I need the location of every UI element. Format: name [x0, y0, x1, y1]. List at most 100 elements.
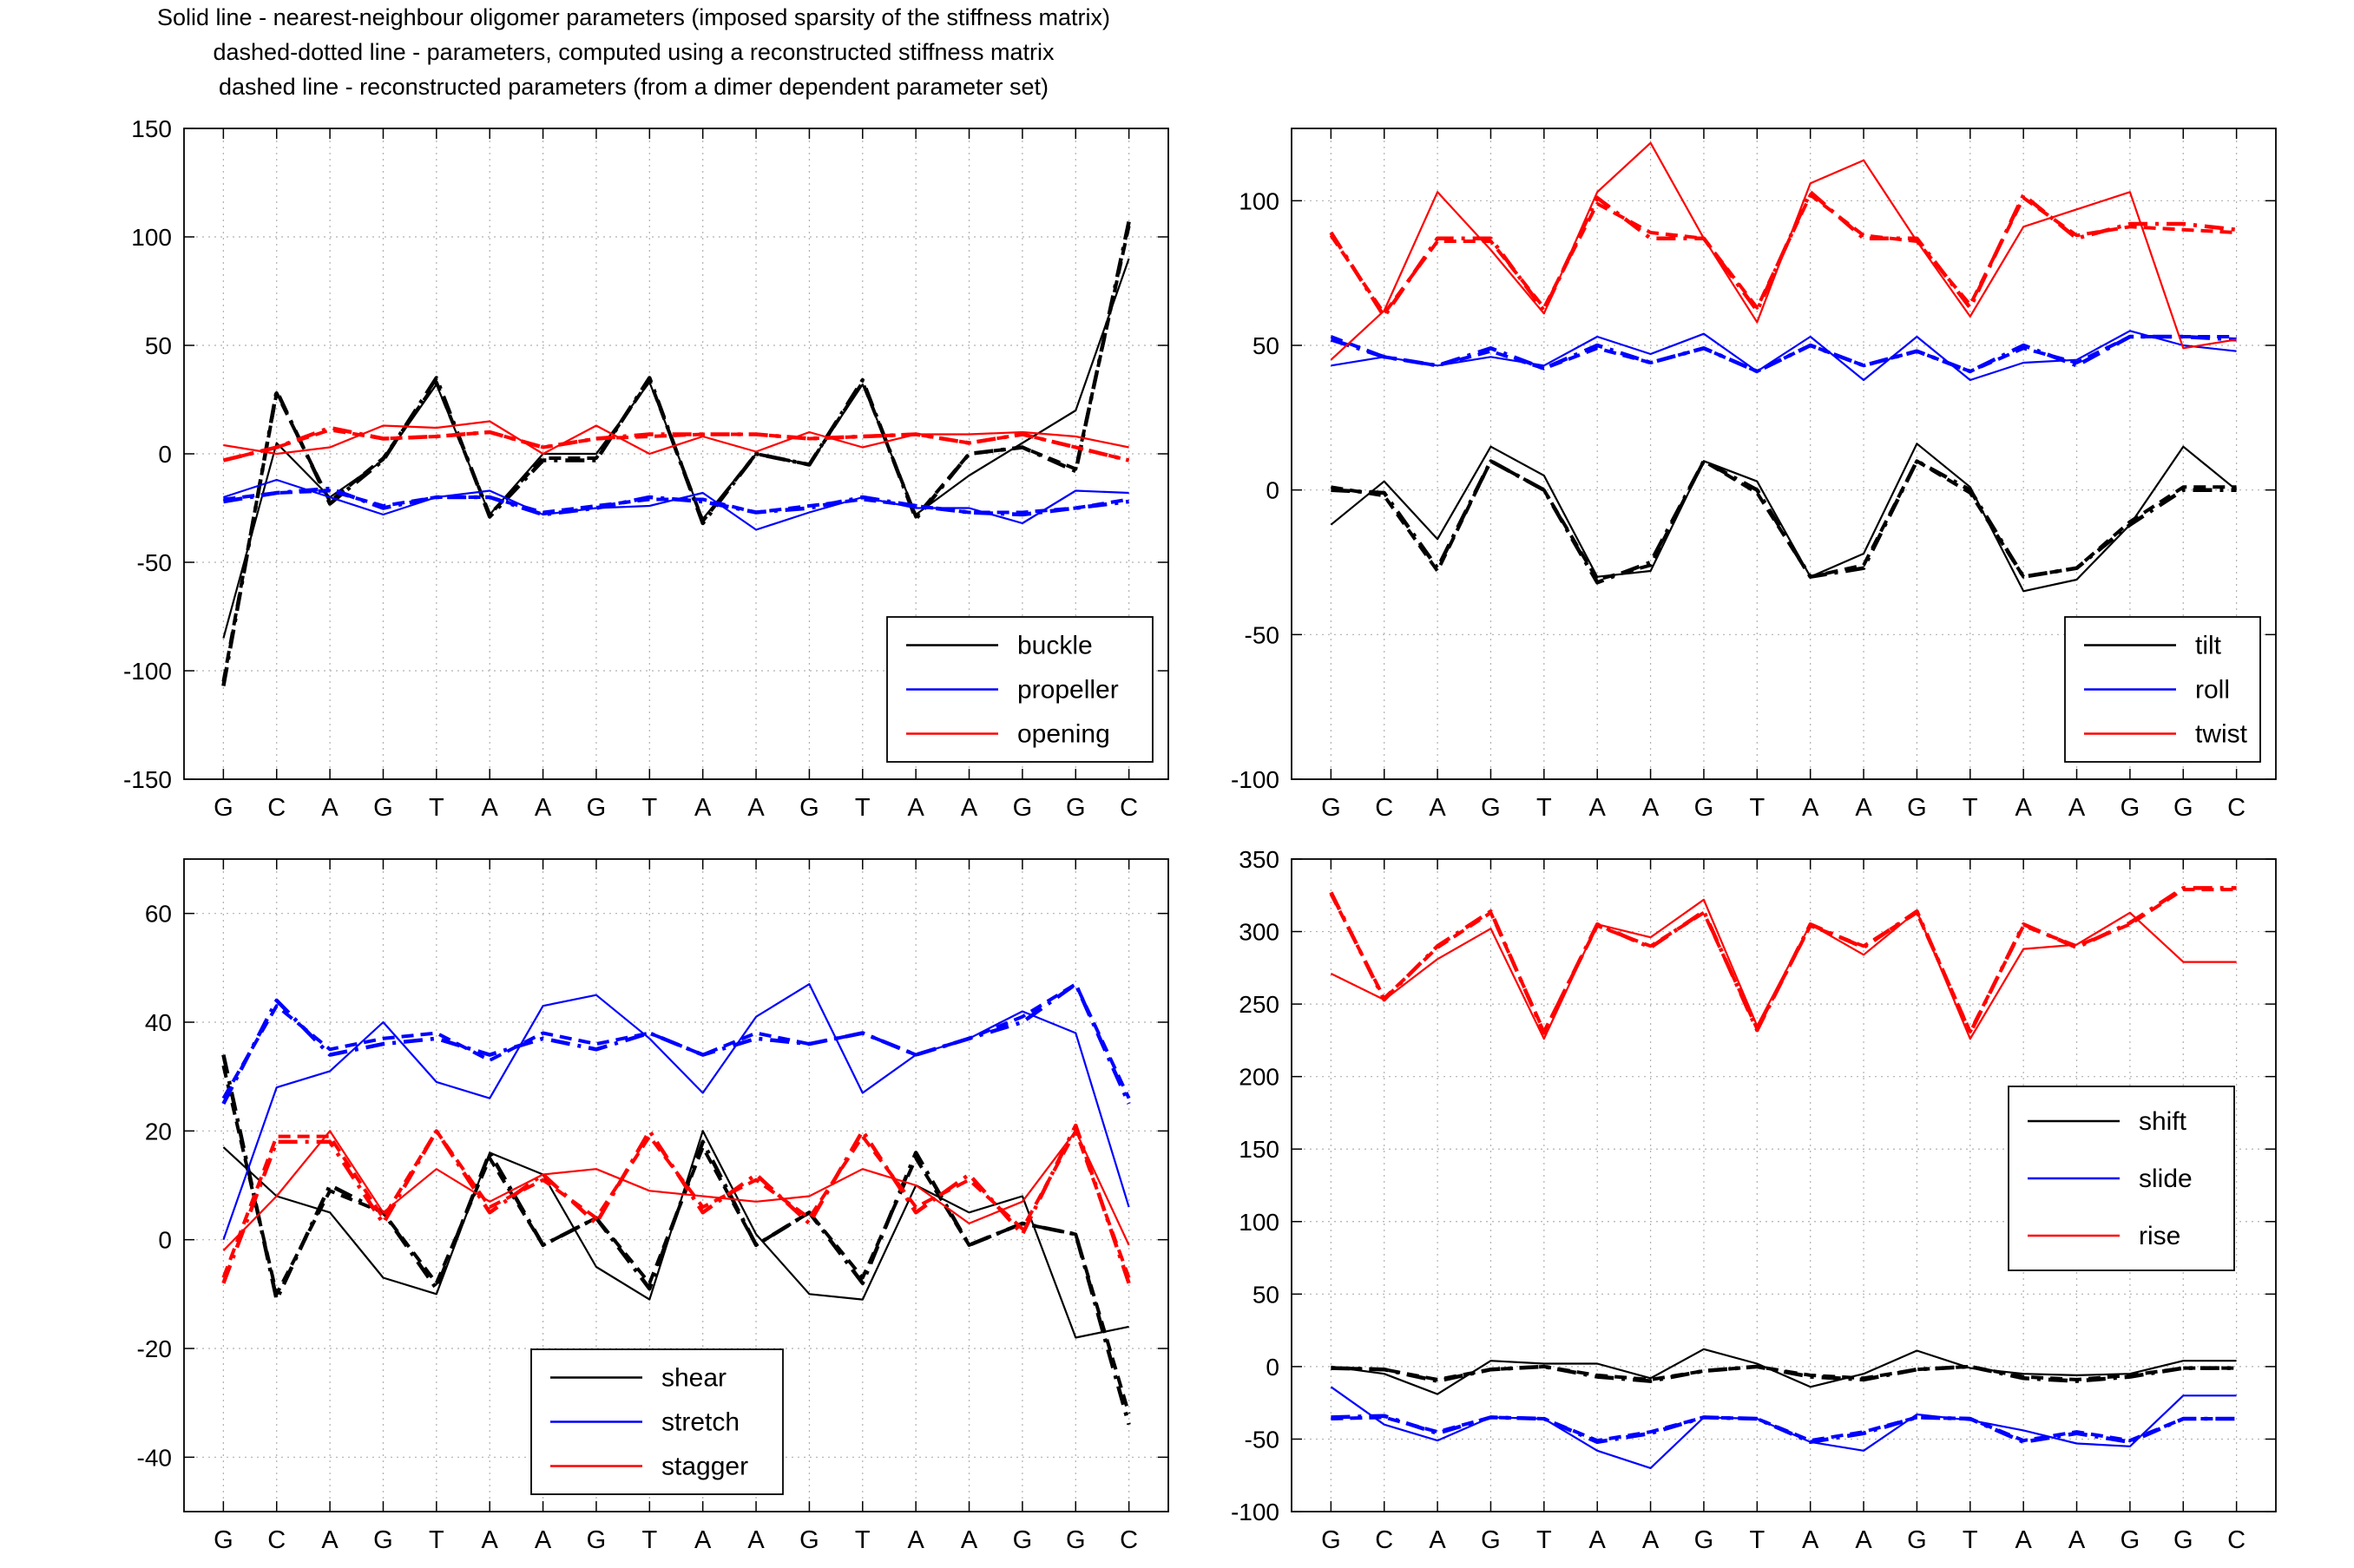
y-tick-label: -20 — [137, 1335, 172, 1362]
series-line-series-7-dashdot — [1329, 190, 2237, 318]
x-tick-label: A — [535, 794, 552, 822]
x-tick-label: G — [1481, 1526, 1501, 1554]
x-tick-label: A — [961, 1526, 978, 1554]
title-line-dashdot: dashed-dotted line - parameters, compute… — [213, 39, 1055, 65]
y-tick-label: -100 — [123, 658, 172, 685]
x-tick-label: A — [1589, 1526, 1607, 1554]
legend-label-rise: rise — [2139, 1222, 2180, 1250]
series-line-series-2-dashed — [1331, 459, 2237, 581]
y-tick-label: -50 — [1245, 621, 1279, 648]
x-tick-label: G — [799, 794, 819, 822]
chart-panel-bottom-left: G C A G T A A G T A A G T A A G G C -40 -20 0 20 40 60 shear stre… — [137, 858, 1169, 1554]
x-tick-label: T — [855, 794, 871, 822]
series-line-series-7-dashdot — [221, 1123, 1131, 1284]
x-tick-label: G — [1907, 794, 1927, 822]
y-tick-label: 100 — [1239, 187, 1279, 214]
x-tick-label: G — [373, 1526, 393, 1554]
x-tick-label: C — [2227, 794, 2246, 822]
y-tick-label: -40 — [137, 1444, 172, 1471]
y-tick-label: -50 — [1245, 1426, 1279, 1453]
legend: tilt roll twist — [2064, 616, 2261, 763]
axes-frame — [183, 128, 1169, 780]
y-tick-label: 20 — [145, 1118, 172, 1145]
x-tick-label: G — [2121, 1526, 2140, 1554]
x-tick-label: A — [1429, 1526, 1446, 1554]
series-line-series-1-dashdot — [1331, 1364, 2237, 1383]
figure-title-block: Solid line - nearest-neighbour oligomer … — [0, 0, 1267, 104]
x-tick-label: G — [1321, 1526, 1341, 1554]
axes-frame — [1291, 128, 2277, 780]
legend-label-tilt: tilt — [2195, 632, 2222, 660]
x-tick-label: G — [373, 794, 393, 822]
x-tick-label: T — [1749, 1526, 1765, 1554]
x-tick-label: A — [1429, 794, 1446, 822]
series-line-shift-solid — [1331, 1348, 2237, 1395]
x-tick-label: G — [1013, 1526, 1033, 1554]
x-tick-label: T — [429, 794, 444, 822]
x-tick-label: G — [1694, 794, 1714, 822]
series-line-stagger-solid — [222, 1130, 1130, 1251]
legend-label-shear: shear — [661, 1364, 727, 1393]
chart-panel-bottom-right: G C A G T A A G T A A G T A A G G C -100 -50 0 50 100 150 200 250… — [1231, 846, 2277, 1554]
y-tick-label: 0 — [1266, 477, 1279, 504]
y-tick-label: 150 — [131, 115, 172, 142]
x-tick-label: A — [907, 794, 924, 822]
x-tick-label: A — [747, 794, 765, 822]
legend-label-stretch: stretch — [661, 1408, 740, 1437]
y-tick-label: 0 — [1266, 1354, 1279, 1381]
x-tick-label: T — [1536, 794, 1552, 822]
x-tick-label: G — [214, 794, 233, 822]
series-line-series-5-dashed — [223, 489, 1129, 515]
x-tick-label: G — [1321, 794, 1341, 822]
y-tick-label: 350 — [1239, 846, 1279, 873]
y-tick-label: 60 — [145, 901, 172, 928]
x-tick-label: C — [1120, 794, 1138, 822]
legend-label-slide: slide — [2139, 1165, 2193, 1193]
x-tick-label: G — [1907, 1526, 1927, 1554]
series-line-series-8-dashed — [1329, 888, 2237, 1033]
legend-label-buckle: buckle — [1017, 632, 1093, 660]
x-tick-label: A — [961, 794, 978, 822]
legend: shear stretch stagger — [530, 1348, 784, 1495]
x-tick-label: T — [1536, 1526, 1552, 1554]
x-tick-label: G — [587, 1526, 607, 1554]
x-tick-label: C — [1120, 1526, 1138, 1554]
title-line-solid: Solid line - nearest-neighbour oligomer … — [157, 4, 1110, 30]
chart-panel-top-right: G C A G T A A G T A A G T A A G G C-100-50050100tiltrollt… — [1231, 128, 2277, 822]
x-tick-label: C — [1375, 794, 1393, 822]
x-tick-label: T — [855, 1526, 871, 1554]
y-tick-label: -50 — [137, 549, 172, 576]
y-tick-label: -100 — [1231, 766, 1279, 793]
series-line-series-5-dashed — [221, 982, 1131, 1099]
x-tick-label: A — [1802, 1526, 1819, 1554]
legend-label-stagger: stagger — [661, 1453, 748, 1481]
legend: shift slide rise — [2008, 1086, 2235, 1271]
x-tick-label: G — [587, 794, 607, 822]
chart-panel-top-left: G C A G T A A G T A A G T A A G G C -150 -100 -50 0 50 100 150 bu… — [123, 115, 1169, 822]
series-line-series-2-dashed — [221, 226, 1131, 682]
y-tick-label: -150 — [123, 766, 172, 793]
series-line-series-8-dashed — [222, 428, 1130, 463]
x-tick-label: C — [1375, 1526, 1393, 1554]
x-tick-label: A — [907, 1526, 924, 1554]
x-tick-label: C — [267, 794, 286, 822]
legend-label-roll: roll — [2195, 676, 2230, 705]
x-tick-label: C — [2227, 1526, 2246, 1554]
x-tick-label: A — [482, 794, 499, 822]
x-tick-label: C — [267, 1526, 286, 1554]
axes-frame — [183, 858, 1169, 1512]
x-tick-label: G — [214, 1526, 233, 1554]
y-tick-label: 0 — [158, 441, 172, 468]
legend-label-shift: shift — [2139, 1107, 2187, 1136]
legend-label-opening: opening — [1017, 720, 1110, 749]
x-tick-label: G — [2173, 794, 2193, 822]
legend-label-twist: twist — [2195, 720, 2248, 749]
x-tick-label: T — [641, 794, 657, 822]
series-line-series-5-dashed — [1331, 1415, 2237, 1443]
title-line-dashed: dashed line - reconstructed parameters (… — [219, 74, 1049, 100]
series-line-roll-solid — [1331, 330, 2237, 382]
axes-frame — [1291, 858, 2277, 1512]
x-tick-label: G — [1013, 794, 1033, 822]
